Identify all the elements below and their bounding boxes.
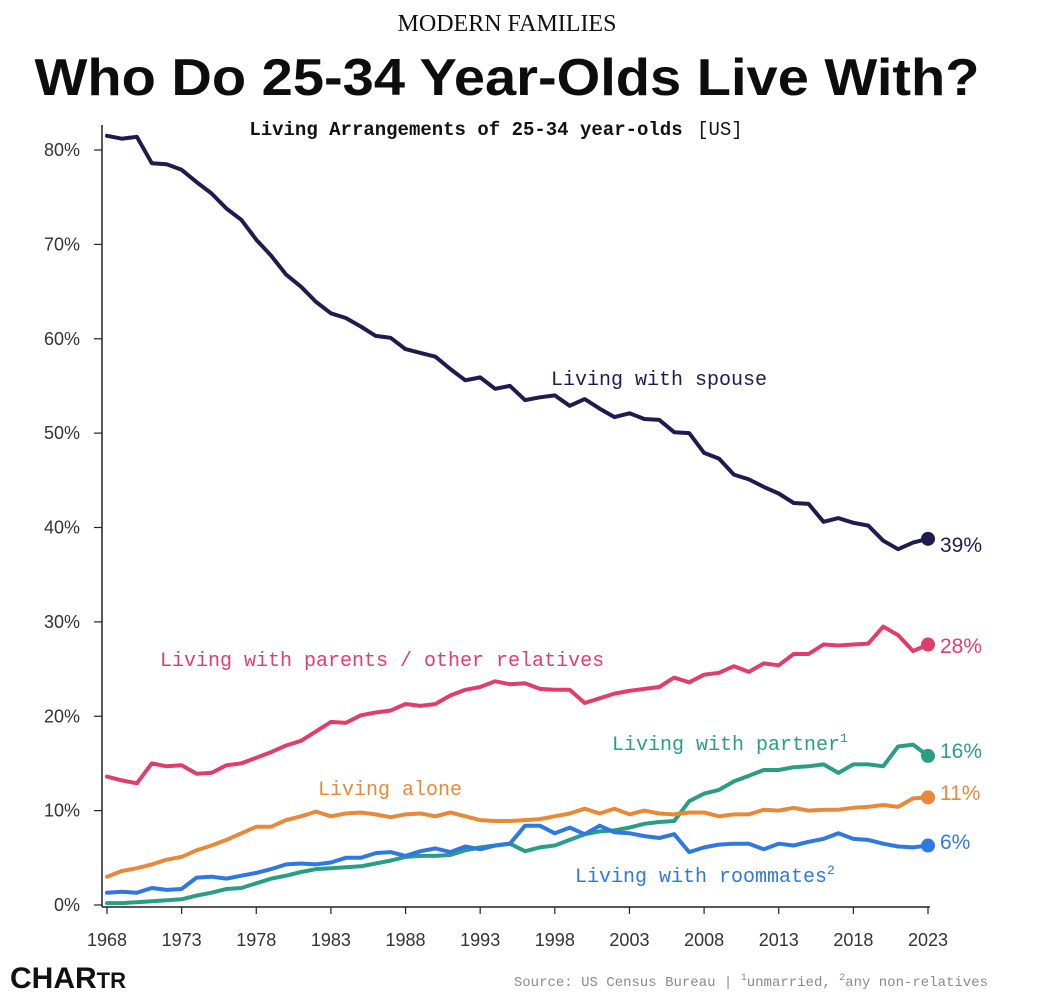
y-tick-label: 20% (44, 706, 80, 726)
series-label-partner: Living with partner1 (612, 731, 848, 757)
end-label-alone: 11% (940, 782, 980, 805)
chart-title-tag: [US] (697, 119, 743, 141)
y-axis-ticks: 0% 10% 20% 30% 40% 50% 60% 70% 80% (44, 140, 102, 915)
note-2-text: any non-relatives (845, 975, 988, 991)
x-tick-label: 1988 (386, 930, 426, 950)
end-label-parents: 28% (940, 635, 982, 658)
logo-text-small: TR (97, 968, 126, 993)
end-point-partner (921, 748, 935, 763)
series-line-roommates (105, 823, 930, 895)
end-label-roommates: 6% (940, 831, 970, 854)
x-axis-ticks: 1968 1973 1978 1983 1988 1993 1998 2003 2008 2013… (87, 907, 948, 950)
series-label-partner-sup: 1 (840, 731, 848, 746)
x-tick-label: 2013 (759, 930, 799, 950)
logo-text-big: CHAR (10, 962, 97, 995)
chartr-logo: CHARTR (10, 962, 126, 995)
series-line-partner (105, 742, 930, 906)
source-prefix: Source: US Census Bureau | (514, 975, 741, 991)
series-label-parents: Living with parents / other relatives (160, 650, 604, 673)
series-label-spouse: Living with spouse (551, 369, 767, 392)
chart-title: Living Arrangements of 25-34 year-olds (249, 119, 682, 141)
y-tick-label: 40% (44, 518, 80, 538)
x-tick-label: 2018 (833, 930, 873, 950)
y-tick-label: 0% (54, 895, 80, 915)
x-tick-label: 1973 (162, 930, 202, 950)
note-2-sup: 2 (839, 973, 845, 984)
series-label-roommates-text: Living with roommates (575, 866, 827, 889)
source-note: Source: US Census Bureau | 1unmarried, 2… (514, 973, 988, 991)
end-point-spouse (921, 531, 935, 546)
x-tick-label: 1968 (87, 930, 127, 950)
note-1-sup: 1 (741, 973, 747, 984)
note-1-text: unmarried, (747, 975, 839, 991)
end-label-partner: 16% (940, 740, 982, 763)
series-layer (105, 133, 935, 906)
x-tick-label: 2003 (609, 930, 649, 950)
y-tick-label: 30% (44, 612, 80, 632)
y-tick-label: 50% (44, 423, 80, 443)
end-point-alone (921, 790, 935, 805)
y-tick-label: 60% (44, 329, 80, 349)
chart-subtitle-group: Living Arrangements of 25-34 year-olds [… (249, 119, 742, 141)
end-label-spouse: 39% (940, 534, 982, 557)
x-tick-label: 1993 (460, 930, 500, 950)
end-point-roommates (921, 838, 935, 853)
series-line-spouse (105, 133, 930, 552)
series-label-alone: Living alone (318, 779, 462, 802)
chart-headline: Who Do 25-34 Year-Olds Live With? (35, 49, 980, 107)
series-line-parents (105, 624, 930, 786)
y-tick-label: 80% (44, 140, 80, 160)
series-label-roommates: Living with roommates2 (575, 863, 835, 889)
y-tick-label: 10% (44, 801, 80, 821)
series-line-alone (105, 795, 930, 879)
x-tick-label: 2008 (684, 930, 724, 950)
y-tick-label: 70% (44, 234, 80, 254)
x-tick-label: 2023 (908, 930, 948, 950)
x-tick-label: 1978 (236, 930, 276, 950)
x-tick-label: 1983 (311, 930, 351, 950)
end-point-parents (921, 637, 935, 652)
kicker-label: MODERN FAMILIES (398, 11, 617, 37)
series-label-partner-text: Living with partner (612, 734, 840, 757)
x-tick-label: 1998 (535, 930, 575, 950)
series-label-roommates-sup: 2 (827, 863, 835, 878)
